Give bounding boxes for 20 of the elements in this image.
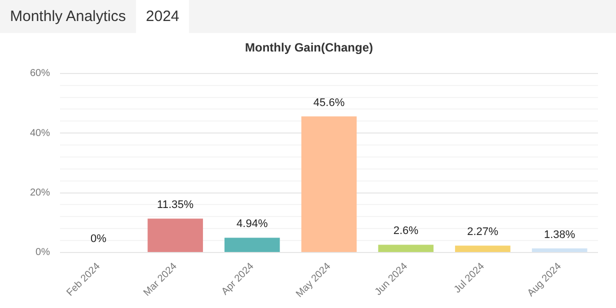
bar (378, 244, 434, 252)
text: 2024 (136, 0, 190, 33)
data-label: 1.38% (544, 228, 576, 241)
bar (224, 238, 280, 252)
bar (532, 248, 588, 252)
bar (301, 116, 357, 252)
y-tick-label: 20% (30, 188, 50, 199)
data-label: 45.6% (313, 96, 345, 109)
bar (455, 246, 510, 252)
y-tick-label: 0% (36, 247, 50, 258)
data-label: 2.27% (467, 226, 499, 238)
data-label: 4.94% (236, 218, 268, 230)
text: Monthly Analytics (9, 7, 127, 27)
data-label: 2.6% (393, 225, 419, 238)
chart-title: Monthly Gain(Change) (245, 40, 373, 55)
data-label: 0% (90, 232, 107, 245)
data-label: 11.35% (157, 199, 194, 212)
y-tick-label: 60% (30, 68, 50, 80)
y-tick-label: 40% (30, 128, 50, 139)
bar (148, 218, 203, 252)
